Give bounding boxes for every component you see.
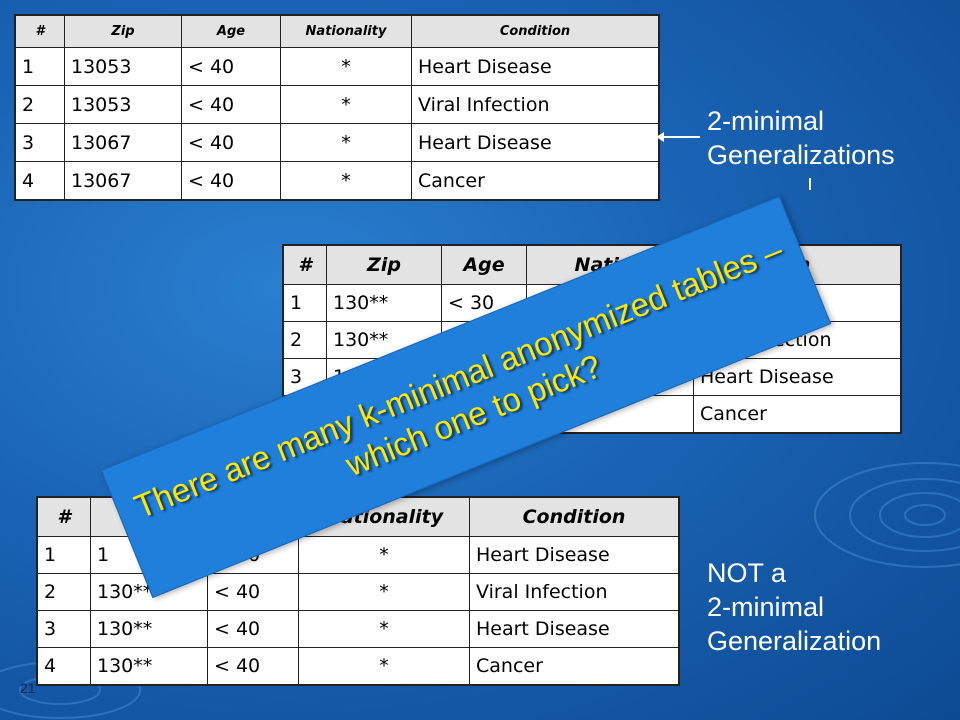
table-cell: * <box>280 161 412 201</box>
table-cell: 3 <box>36 610 91 648</box>
table-cell: 130** <box>90 647 208 686</box>
table-cell: Heart Disease <box>411 47 660 86</box>
table-header-row: # Zip Age Nationality Condition <box>14 14 660 48</box>
header-cell: # <box>14 14 65 48</box>
header-cell: # <box>282 244 327 285</box>
table-cell: 1 <box>14 47 65 86</box>
table-row: 3 130** < 40 * Heart Disease <box>36 610 680 648</box>
table-cell: Cancer <box>411 161 660 201</box>
table-cell: * <box>280 123 412 162</box>
table-cell: 1 <box>36 536 91 574</box>
table-cell: 13067 <box>64 123 182 162</box>
header-cell: Zip <box>326 244 442 285</box>
table-cell: Heart Disease <box>469 610 680 648</box>
table-cell: Heart Disease <box>469 536 680 574</box>
table-cell: 2 <box>14 85 65 124</box>
table-cell: 1 <box>282 284 327 322</box>
table-cell: < 40 <box>207 647 299 686</box>
table-cell: * <box>280 85 412 124</box>
table-cell: 13067 <box>64 161 182 201</box>
slide-number: 21 <box>20 680 36 696</box>
table-cell: * <box>280 47 412 86</box>
arrow-left-icon <box>656 132 811 190</box>
table-cell: 4 <box>36 647 91 686</box>
header-cell: Age <box>181 14 281 48</box>
table-cell: * <box>298 536 470 574</box>
not-minimal-generalization-label: NOT a 2-minimal Generalization <box>707 556 881 658</box>
table-cell: 130** <box>90 610 208 648</box>
table-cell: < 40 <box>181 85 281 124</box>
table-row: 2 130** < 40 * Viral Infection <box>36 573 680 611</box>
header-cell: Nationality <box>280 14 412 48</box>
table-cell: * <box>298 573 470 611</box>
label-line: 2-minimal <box>707 106 825 136</box>
table-cell: 2 <box>36 573 91 611</box>
table-cell: Cancer <box>693 395 902 434</box>
table-cell: * <box>298 610 470 648</box>
label-line: NOT a <box>707 558 787 588</box>
table-cell: Cancer <box>469 647 680 686</box>
table-cell: 130** <box>326 284 442 322</box>
table-cell: < 40 <box>181 123 281 162</box>
header-cell: # <box>36 496 91 537</box>
table-cell: < 40 <box>207 610 299 648</box>
header-cell: Condition <box>469 496 680 537</box>
label-line: 2-minimal <box>707 592 825 622</box>
table-row: 1 13053 < 40 * Heart Disease <box>14 47 660 86</box>
header-cell: Condition <box>411 14 660 48</box>
header-cell: Zip <box>64 14 182 48</box>
table-cell: 2 <box>282 321 327 359</box>
minimal-generalizations-label: 2-minimal Generalizations <box>707 104 895 172</box>
table-top: # Zip Age Nationality Condition 1 13053 … <box>14 14 660 201</box>
table-cell: 3 <box>14 123 65 162</box>
table-row: 4 13067 < 40 * Cancer <box>14 161 660 201</box>
table-cell: 4 <box>14 161 65 201</box>
table-cell: Viral Infection <box>469 573 680 611</box>
table-cell: < 40 <box>181 47 281 86</box>
table-cell: < 40 <box>181 161 281 201</box>
table-cell: 13053 <box>64 85 182 124</box>
table-cell: 13053 <box>64 47 182 86</box>
table-row: 3 13067 < 40 * Heart Disease <box>14 123 660 162</box>
label-line: Generalization <box>707 626 882 656</box>
table-row: 4 130** < 40 * Cancer <box>36 647 680 686</box>
table-cell: * <box>298 647 470 686</box>
table-cell: Heart Disease <box>411 123 660 162</box>
table-cell: Viral Infection <box>411 85 660 124</box>
table-row: 2 13053 < 40 * Viral Infection <box>14 85 660 124</box>
table-cell: < 40 <box>207 573 299 611</box>
header-cell: Age <box>441 244 527 285</box>
label-line: Generalizations <box>707 140 895 170</box>
